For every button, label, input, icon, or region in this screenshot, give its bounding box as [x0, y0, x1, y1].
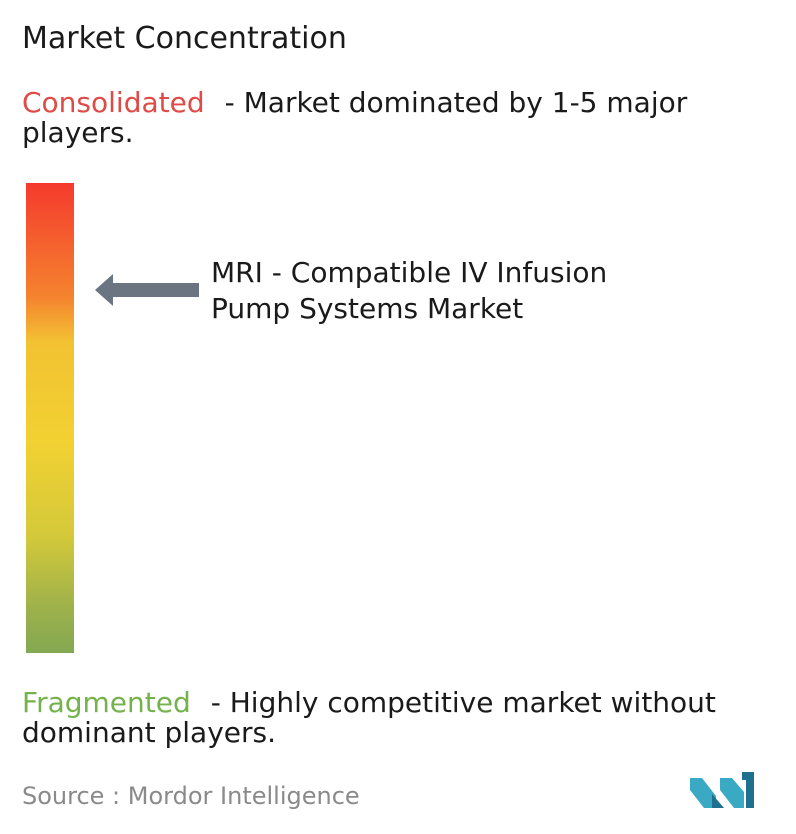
concentration-scale-bar: [26, 183, 74, 653]
fragmented-text: - Highly competitive market without domi…: [22, 686, 716, 749]
logo-right-bar: [742, 772, 754, 808]
mordor-intelligence-logo: [690, 772, 754, 808]
market-position-arrow: [95, 274, 199, 306]
fragmented-term: Fragmented: [22, 686, 191, 719]
logo-right-stroke: [720, 778, 744, 808]
consolidated-term: Consolidated: [22, 86, 205, 119]
source-attribution: Source : Mordor Intelligence: [22, 782, 360, 810]
consolidated-text: - Market dominated by 1-5 major players.: [22, 86, 688, 149]
logo-left-stroke: [690, 778, 716, 808]
market-label: MRI - Compatible IV Infusion Pump System…: [211, 256, 608, 326]
consolidated-description: Consolidated - Market dominated by 1-5 ma…: [22, 88, 792, 148]
arrow-shape: [95, 274, 199, 306]
chart-title: Market Concentration: [22, 21, 347, 56]
fragmented-description: Fragmented - Highly competitive market wi…: [22, 688, 792, 748]
logo-middle-stroke: [712, 794, 724, 808]
